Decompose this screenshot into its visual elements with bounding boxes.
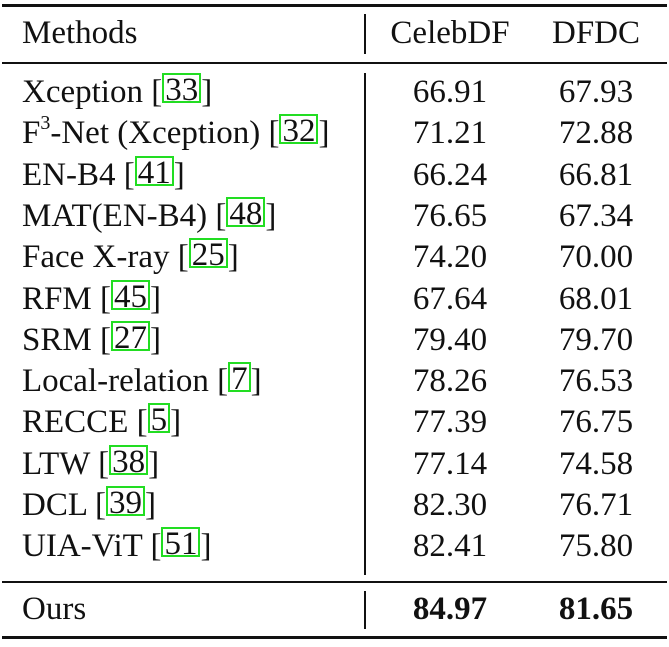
dfdc-value: 76.71 xyxy=(558,487,634,523)
header-rule xyxy=(2,62,667,64)
citation-link[interactable]: 48 xyxy=(226,197,266,231)
ours-dfdc: 81.65 xyxy=(558,591,634,627)
method-name: DCL [39] xyxy=(22,485,157,523)
table-row-ours: Ours 84.97 81.65 xyxy=(0,589,669,629)
celebdf-value: 79.40 xyxy=(412,322,488,358)
celebdf-value: 76.65 xyxy=(412,198,488,234)
divider-ours xyxy=(364,591,366,629)
method-name: SRM [27] xyxy=(22,320,161,358)
table-row: RECCE [5] 77.39 76.75 xyxy=(0,402,669,442)
method-name: Face X-ray [25] xyxy=(22,237,239,275)
method-label-suffix: -Net (Xception) xyxy=(50,115,261,151)
table-row: Xception [33] 66.91 67.93 xyxy=(0,72,669,112)
table-row: SRM [27] 79.40 79.70 xyxy=(0,320,669,360)
divider-header xyxy=(364,14,366,54)
ours-celebdf: 84.97 xyxy=(412,591,488,627)
dfdc-value: 76.53 xyxy=(558,363,634,399)
table-row: RFM [45] 67.64 68.01 xyxy=(0,279,669,319)
dfdc-value: 72.88 xyxy=(558,115,634,151)
divider-body xyxy=(364,73,366,575)
citation-link[interactable]: 45 xyxy=(110,280,150,314)
header-dfdc: DFDC xyxy=(551,15,641,51)
citation-link[interactable]: 51 xyxy=(161,527,201,561)
method-label: EN-B4 xyxy=(22,157,116,193)
method-name: Local-relation [7] xyxy=(22,361,262,399)
table-row: MAT(EN-B4) [48] 76.65 67.34 xyxy=(0,196,669,236)
method-name: Xception [33] xyxy=(22,72,213,110)
dfdc-value: 75.80 xyxy=(558,528,634,564)
dfdc-value: 67.34 xyxy=(558,198,634,234)
celebdf-value: 77.14 xyxy=(412,446,488,482)
method-label: LTW xyxy=(22,446,90,482)
citation-link[interactable]: 39 xyxy=(106,486,146,520)
celebdf-value: 67.64 xyxy=(412,281,488,317)
citation-link[interactable]: 7 xyxy=(228,362,251,396)
method-label: DCL xyxy=(22,487,87,523)
celebdf-value: 77.39 xyxy=(412,404,488,440)
citation-link[interactable]: 33 xyxy=(162,73,202,107)
method-name: EN-B4 [41] xyxy=(22,155,185,193)
celebdf-value: 82.30 xyxy=(412,487,488,523)
citation-link[interactable]: 5 xyxy=(147,403,171,437)
method-label: Face X-ray xyxy=(22,239,170,275)
citation-link[interactable]: 32 xyxy=(279,114,319,148)
citation-link[interactable]: 27 xyxy=(110,321,150,355)
method-name: RFM [45] xyxy=(22,279,161,317)
table-row: F3-Net (Xception) [32] 71.21 72.88 xyxy=(0,113,669,153)
ours-method: Ours xyxy=(22,591,87,627)
dfdc-value: 67.93 xyxy=(558,74,634,110)
method-label: Xception xyxy=(22,74,143,110)
method-label: RECCE xyxy=(22,404,129,440)
top-rule xyxy=(2,4,667,7)
dfdc-value: 70.00 xyxy=(558,239,634,275)
bottom-rule xyxy=(2,636,667,639)
method-name: F3-Net (Xception) [32] xyxy=(22,112,330,151)
celebdf-value: 66.91 xyxy=(412,74,488,110)
dfdc-value: 66.81 xyxy=(558,157,634,193)
dfdc-value: 74.58 xyxy=(558,446,634,482)
method-label: UIA-ViT xyxy=(22,528,143,564)
header-row: Methods CelebDF DFDC xyxy=(0,13,669,53)
celebdf-value: 82.41 xyxy=(412,528,488,564)
header-methods: Methods xyxy=(22,15,138,51)
ours-rule xyxy=(2,581,667,583)
method-label: Local-relation xyxy=(22,363,209,399)
method-label: MAT(EN-B4) xyxy=(22,198,208,234)
method-label: F xyxy=(22,115,41,151)
method-name: RECCE [5] xyxy=(22,402,182,440)
dfdc-value: 68.01 xyxy=(558,281,634,317)
table-row: Face X-ray [25] 74.20 70.00 xyxy=(0,237,669,277)
method-label: RFM xyxy=(22,281,92,317)
citation-link[interactable]: 38 xyxy=(109,445,149,479)
method-label: SRM xyxy=(22,322,92,358)
celebdf-value: 66.24 xyxy=(412,157,488,193)
dfdc-value: 79.70 xyxy=(558,322,634,358)
celebdf-value: 71.21 xyxy=(412,115,488,151)
table-row: DCL [39] 82.30 76.71 xyxy=(0,485,669,525)
citation-link[interactable]: 41 xyxy=(134,156,174,190)
citation-link[interactable]: 25 xyxy=(188,238,228,272)
header-celebdf: CelebDF xyxy=(390,15,510,51)
method-superscript: 3 xyxy=(40,112,51,134)
table-row: EN-B4 [41] 66.24 66.81 xyxy=(0,155,669,195)
celebdf-value: 74.20 xyxy=(412,239,488,275)
method-name: MAT(EN-B4) [48] xyxy=(22,196,277,234)
table-row: LTW [38] 77.14 74.58 xyxy=(0,444,669,484)
method-name: LTW [38] xyxy=(22,444,160,482)
dfdc-value: 76.75 xyxy=(558,404,634,440)
celebdf-value: 78.26 xyxy=(412,363,488,399)
table-row: UIA-ViT [51] 82.41 75.80 xyxy=(0,526,669,566)
table-row: Local-relation [7] 78.26 76.53 xyxy=(0,361,669,401)
method-name: UIA-ViT [51] xyxy=(22,526,212,564)
